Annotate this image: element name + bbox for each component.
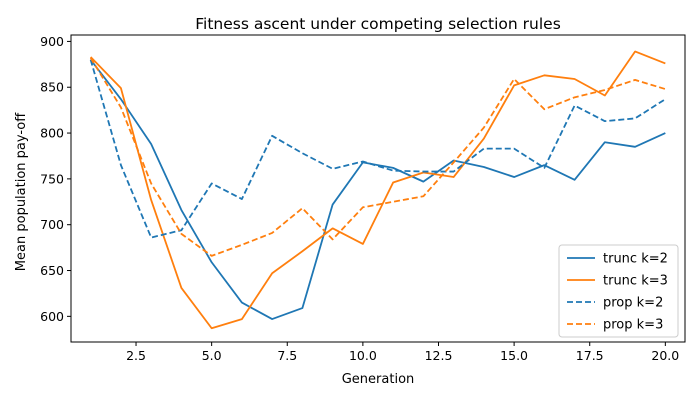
plot-frame: [70, 34, 686, 343]
y-tick-label: 650: [40, 263, 64, 278]
series-line-1: [89, 59, 666, 320]
x-tick-label: 10.0: [349, 348, 377, 363]
series-line-2: [90, 50, 666, 330]
legend-label: trunc k=2: [603, 252, 668, 267]
legend: trunc k=2 trunc k=3 prop k=2 prop k=3: [558, 244, 679, 338]
y-tick-label: 700: [40, 217, 64, 232]
y-tick-label: 850: [40, 80, 64, 95]
series-line-3: [89, 59, 666, 239]
legend-label: trunc k=3: [603, 274, 668, 289]
y-tick-label: 900: [40, 34, 64, 49]
y-tick-label: 800: [40, 126, 64, 141]
chart-title: Fitness ascent under competing selection…: [195, 15, 561, 33]
x-tick-label: 20.0: [651, 348, 679, 363]
y-tick-label: 600: [40, 309, 64, 324]
x-tick-label: 17.5: [576, 348, 604, 363]
legend-box: [558, 244, 679, 338]
legend-label: prop k=2: [603, 296, 663, 311]
x-tick-label: 2.5: [126, 348, 146, 363]
y-tick-label: 750: [40, 171, 64, 186]
x-tick-label: 15.0: [500, 348, 528, 363]
y-axis-label: Mean population pay-off: [14, 112, 29, 271]
series-line-4: [89, 57, 666, 257]
x-tick-label: 5.0: [202, 348, 222, 363]
x-tick-label: 7.5: [277, 348, 297, 363]
plot-area: 2.5 5.0 7.5 10.0 12.5 15.0 17.5 20.0 600 650 700 75…: [40, 34, 686, 363]
x-axis-label: Generation: [342, 372, 415, 387]
x-tick-label: 12.5: [425, 348, 453, 363]
legend-label: prop k=3: [603, 318, 663, 333]
